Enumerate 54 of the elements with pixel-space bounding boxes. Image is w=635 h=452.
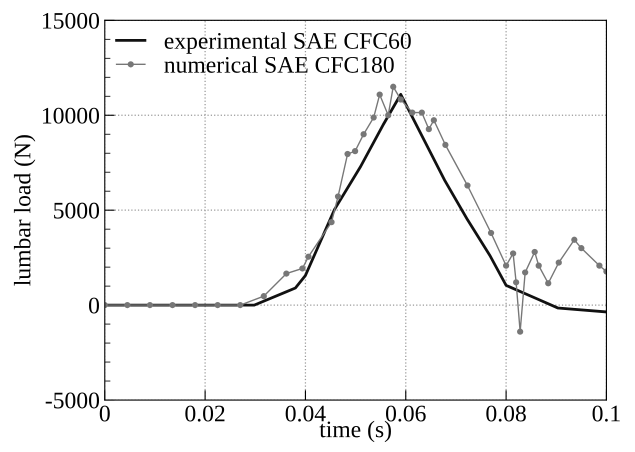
point (532, 248, 538, 256)
x-tick-label: 0.02 (185, 406, 224, 422)
point (124, 302, 130, 308)
point (464, 182, 471, 189)
point (545, 280, 552, 286)
point (260, 293, 267, 300)
point (390, 84, 396, 90)
point (328, 219, 335, 226)
point (556, 259, 562, 266)
point (502, 262, 510, 269)
point (578, 245, 584, 252)
point (344, 150, 351, 158)
x-axis-title: time (s) (319, 420, 391, 442)
point (214, 302, 221, 308)
point (352, 148, 358, 154)
point (146, 302, 154, 308)
y-tick-label: 10000 (42, 108, 100, 124)
x-tick-label: 0.1 (592, 406, 620, 422)
x-tick-label: 0.08 (486, 406, 526, 422)
point (283, 270, 290, 277)
point (305, 254, 312, 260)
y-tick-label: -5000 (46, 392, 100, 408)
point (510, 250, 516, 257)
point (370, 114, 377, 121)
point (522, 269, 528, 276)
x-tick-label: 0.04 (286, 406, 326, 422)
x-tick-label: 0 (100, 406, 110, 422)
point (237, 302, 244, 308)
point (571, 236, 578, 243)
point (536, 262, 542, 269)
legend-label: experimental SAE CFC60 (164, 32, 411, 54)
y-tick-label: 0 (89, 298, 100, 314)
y-tick-label: 15000 (42, 12, 100, 29)
point (334, 193, 342, 200)
point (488, 230, 494, 236)
legend-label: numerical SAE CFC180 (164, 56, 394, 73)
point (409, 109, 416, 116)
point (398, 96, 404, 103)
point (169, 302, 176, 308)
point (360, 131, 367, 138)
point (192, 302, 198, 308)
point (385, 112, 392, 118)
point (376, 91, 383, 98)
point (513, 279, 520, 286)
point (418, 109, 425, 116)
point (442, 142, 449, 148)
point (596, 262, 603, 269)
point (299, 265, 306, 272)
y-axis-title: lumbar load (N) (14, 135, 36, 286)
point (430, 117, 437, 124)
x-tick-label: 0.06 (386, 406, 426, 422)
point (426, 126, 432, 132)
y-tick-label: 5000 (54, 202, 100, 219)
point (517, 328, 524, 335)
